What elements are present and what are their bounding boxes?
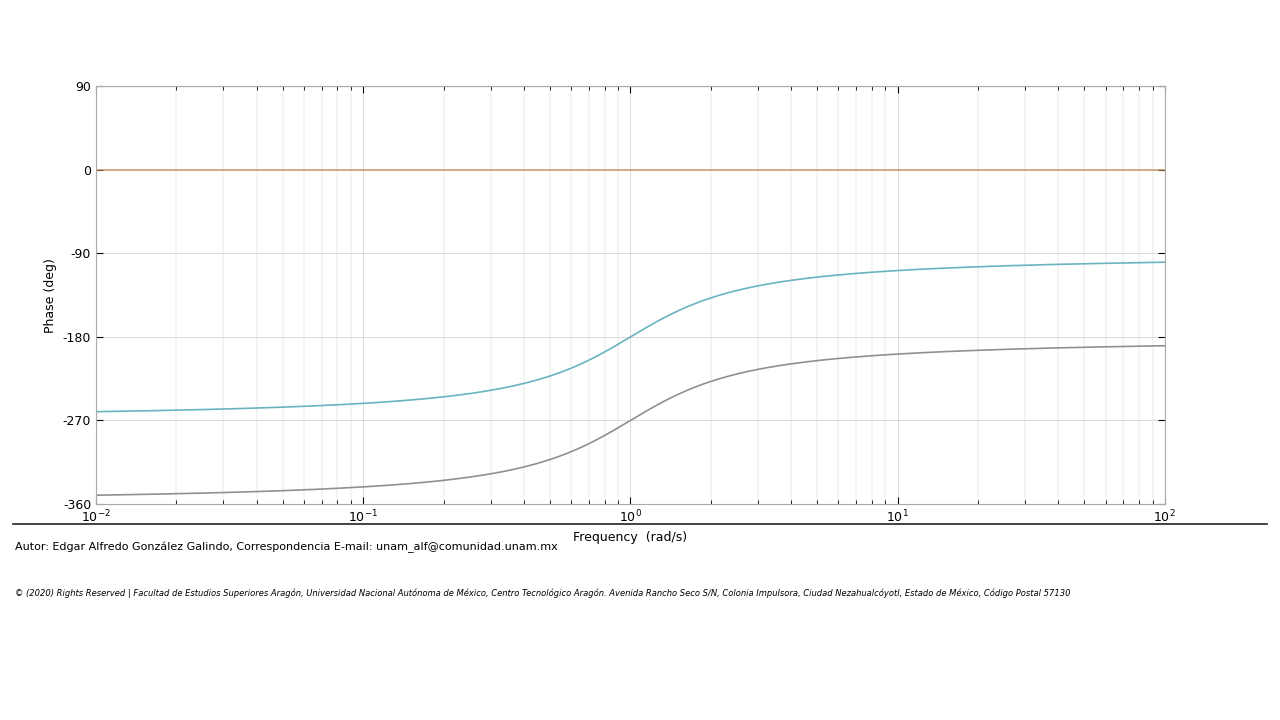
Text: © (2020) Rights Reserved | Facultad de Estudios Superiores Aragón, Universidad N: © (2020) Rights Reserved | Facultad de E… (15, 589, 1071, 598)
Text: Autor: Edgar Alfredo González Galindo, Correspondencia E-mail: unam_alf@comunida: Autor: Edgar Alfredo González Galindo, C… (15, 541, 558, 553)
Y-axis label: Phase (deg): Phase (deg) (45, 258, 58, 333)
X-axis label: Frequency  (rad/s): Frequency (rad/s) (573, 531, 687, 544)
